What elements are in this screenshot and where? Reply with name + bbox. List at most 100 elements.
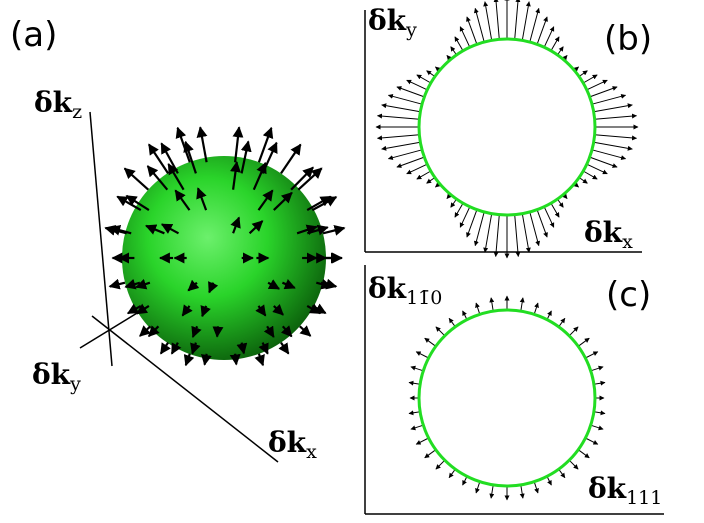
sphere-arrow [196,126,208,163]
panel-b: δky δkx (b) [364,0,652,259]
panel-b-arrow [406,79,428,91]
panel-c-arrow [593,410,606,416]
sphere-arrows [104,126,346,367]
panel-b-arrow [593,141,633,151]
panel-b-arrow [466,16,478,45]
panel-b-arrow [416,74,432,84]
axis-b-y-label: δky [368,4,417,41]
panel-b-arrow [591,149,627,161]
sphere-arrow [135,278,151,290]
panel-b-arrow [483,1,493,41]
sphere-arrow [208,281,219,294]
panel-c-arrow [568,459,579,470]
panel-b-arrow [578,70,588,77]
sphere-arrow [146,165,169,191]
panel-b-arrow [550,202,560,218]
panel-b-arrow [426,177,436,184]
sphere-arrow [196,187,208,211]
panel-c-arrow [585,351,599,359]
panel-b-arrow [557,198,564,208]
panel-b-arrow [536,209,548,238]
sphere-arrow [311,196,338,212]
panel-c-arrow [462,476,468,486]
axis-c-y-label: δk11̄0 [368,272,442,309]
panel-c-circle [417,308,597,488]
panel-c-arrow [408,380,421,386]
panel-b-arrow [406,163,428,175]
sphere-arrow [123,167,150,191]
panel-a: (a) δkz δky δkx [10,15,346,463]
sphere-arrow [232,126,244,163]
panel-c-arrow [435,326,446,337]
panel-c-arrow [519,484,525,499]
sphere-arrow [290,166,314,191]
panel-b-arrow [586,79,608,91]
panel-b-arrow [396,86,425,98]
panel-b-arrow [582,74,598,84]
panel-b-arrow [426,70,436,77]
panel-b-arrows [375,0,639,259]
panel-c-arrow [489,484,495,499]
panel-b-arrow [381,141,421,151]
panel-c-arrow [415,437,429,445]
axis-b-x-label: δkx [584,216,633,253]
sphere-arrow [280,143,302,175]
panel-b-arrow [543,206,555,228]
sphere-arrow [230,216,241,234]
panel-b-arrow [514,0,521,40]
panel-c-arrow [568,326,579,337]
sphere-arrow [104,225,127,236]
sphere-arrow [263,325,275,338]
sphere-arrow [306,195,332,212]
sphere-arrow [273,191,293,211]
panel-c-arrow [408,410,421,416]
panel-b-arrow [521,1,531,41]
panel-b-arrow [387,149,423,161]
panel-b-arrow [529,7,541,43]
axis-a-y-line [79,309,143,349]
panel-c-arrows [408,295,606,501]
panel-b-arrow [381,103,421,113]
panel-b-arrow [377,113,420,120]
sphere-arrow [297,167,323,191]
panel-c-arrow [546,310,552,320]
panel-c: δk11̄0 δk111 (c) [364,265,664,515]
panel-b-arrow [557,46,564,56]
panel-c-arrow [558,317,566,328]
sphere-arrow [187,279,200,292]
panel-b-arrow [387,93,423,105]
sphere-arrow [159,341,171,355]
panel-b-arrow [521,213,531,253]
sphere-arrow [272,303,284,316]
sphere-arrow [160,223,180,235]
sphere-arrow [257,126,274,163]
sphere-arrow [299,325,312,337]
panel-b-arrow [454,202,464,218]
sphere-arrow [170,342,182,355]
panel-b-arrow [582,170,598,180]
panel-b-arrow [493,0,500,40]
panel-b-arrow [450,198,457,208]
sphere-arrow [248,220,264,235]
sphere-arrow [181,304,193,317]
axis-a-y-label: δky [32,358,81,395]
sphere-arrow [175,126,191,163]
panel-b-arrow [416,170,432,180]
sphere-arrow [296,224,318,236]
sphere-arrow [230,161,241,190]
panel-b-arrow [473,211,485,247]
panel-b-arrow [466,209,478,238]
sphere-arrow [190,342,201,355]
sphere-arrow [200,304,211,318]
axis-a-z-line [89,111,113,367]
panel-c-letter: (c) [606,275,651,315]
panel-c-arrow [475,302,481,315]
panel-c-arrow [533,302,539,315]
panel-c-arrow [435,459,446,470]
panel-c-arrow [577,449,590,459]
panel-b-arrow [459,26,471,48]
panel-c-arrow [448,317,456,328]
panel-b-arrow [450,46,457,56]
